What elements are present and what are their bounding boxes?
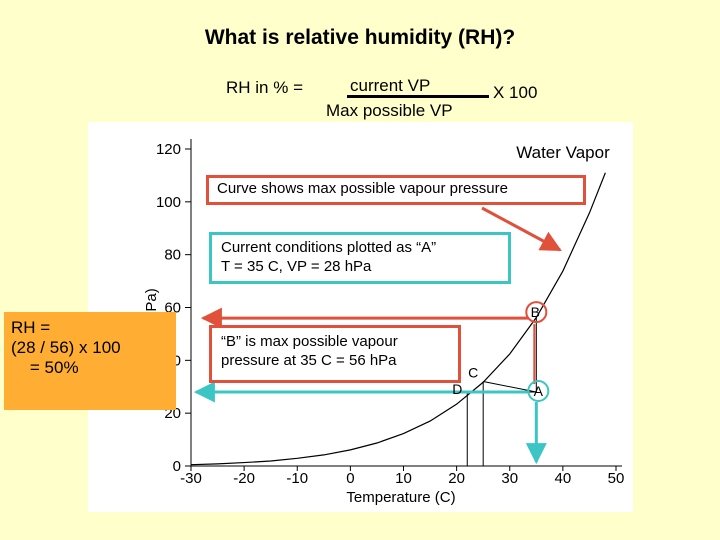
chart-title: Water Vapor <box>516 143 610 162</box>
x-tick-label: 10 <box>395 470 412 487</box>
x-tick-label: -20 <box>233 470 255 487</box>
current-conditions-box: Current conditions plotted as “A” T = 35… <box>209 232 511 284</box>
point-d-label: D <box>452 381 462 397</box>
y-tick-label: 100 <box>156 194 181 211</box>
x-axis-label: Temperature (C) <box>346 489 455 506</box>
rh-result-line1: RH = <box>11 318 51 337</box>
rh-result-box: RH = (28 / 56) x 100 = 50% <box>4 312 176 410</box>
formula-denominator: Max possible VP <box>326 101 453 120</box>
rh-result-line3: = 50% <box>11 358 79 377</box>
curve-annotation-box: Curve shows max possible vapour pressure <box>206 175 586 205</box>
formula-lhs: RH in % = <box>226 78 303 97</box>
max-vapour-box: “B” is max possible vapour pressure at 3… <box>209 325 461 383</box>
x-tick-label: 40 <box>555 470 572 487</box>
x-tick-label: -10 <box>286 470 308 487</box>
point-b-label: B <box>531 304 540 320</box>
curve-pointer-arrow <box>481 206 562 252</box>
max-vapour-line1: “B” is max possible vapour <box>221 333 398 350</box>
y-tick-label: 120 <box>156 141 181 158</box>
saturation-curve-line <box>190 172 606 466</box>
y-tick-label: 0 <box>173 458 181 475</box>
current-conditions-line1: Current conditions plotted as “A” <box>221 239 437 256</box>
x-tick-label: 30 <box>501 470 518 487</box>
curve-annotation-text: Curve shows max possible vapour pressure <box>217 180 508 197</box>
x-tick-label: 50 <box>608 470 625 487</box>
page-title: What is relative humidity (RH)? <box>204 26 516 49</box>
point-a-marker <box>527 380 550 403</box>
max-vapour-line2: pressure at 35 C = 56 hPa <box>221 352 397 369</box>
point-b-marker <box>525 301 548 324</box>
formula-multiplier: X 100 <box>493 83 538 102</box>
current-conditions-line2: T = 35 C, VP = 28 hPa <box>221 258 372 275</box>
x-tick-label: 0 <box>346 470 354 487</box>
rh-result-line2: (28 / 56) x 100 <box>11 338 121 357</box>
point-c-label: C <box>468 364 478 380</box>
point-a-label: A <box>534 383 544 399</box>
formula-numerator: current VP <box>350 76 431 95</box>
y-tick-label: 80 <box>164 247 181 264</box>
x-tick-label: 20 <box>448 470 465 487</box>
x-tick-label: -30 <box>180 470 202 487</box>
formula-fraction-bar <box>347 95 489 98</box>
